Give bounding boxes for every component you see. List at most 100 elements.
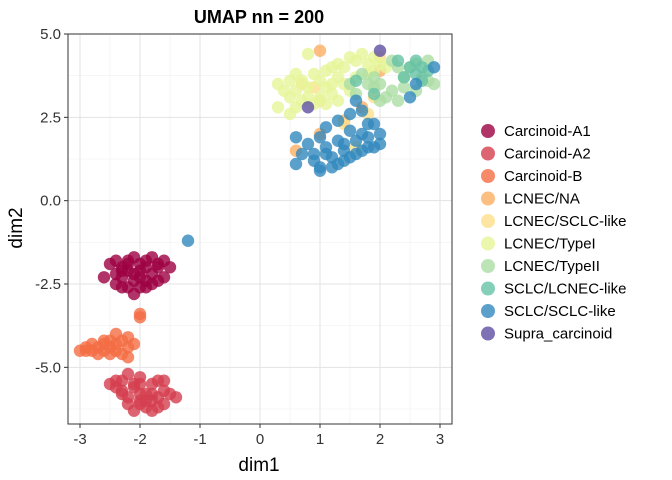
data-point — [139, 261, 153, 274]
data-point — [319, 97, 333, 111]
x-tick-label: 2 — [376, 431, 384, 448]
y-tick-label: -5.0 — [35, 359, 61, 376]
legend-label: LCNEC/NA — [504, 191, 580, 208]
data-point — [277, 84, 291, 97]
data-point — [391, 54, 405, 67]
data-point — [343, 124, 357, 137]
chart-title: UMAP nn = 200 — [194, 7, 324, 27]
legend-label: LCNEC/SCLC-like — [504, 213, 627, 230]
data-point — [133, 394, 147, 407]
data-point — [415, 61, 429, 74]
data-point — [127, 287, 141, 301]
legend-label: Supra_carcinoid — [504, 326, 612, 343]
y-tick-label: 0.0 — [40, 193, 61, 210]
legend-label: LCNEC/TypeII — [504, 258, 600, 275]
series-carcinoid-a1 — [97, 251, 177, 301]
data-point — [289, 157, 303, 171]
data-point — [313, 44, 327, 57]
data-point — [151, 261, 165, 274]
data-point — [301, 81, 315, 94]
data-point — [181, 234, 195, 247]
data-point — [397, 81, 411, 94]
data-point — [373, 44, 387, 57]
data-point — [103, 341, 117, 354]
legend-swatch — [481, 236, 495, 251]
data-point — [163, 261, 177, 274]
data-point — [271, 101, 285, 114]
x-axis-title: dim1 — [238, 455, 279, 476]
data-point — [319, 121, 333, 134]
data-point — [295, 147, 309, 161]
legend-swatch — [481, 281, 495, 296]
data-point — [355, 47, 369, 61]
data-point — [115, 264, 129, 277]
data-point — [145, 251, 159, 264]
series-carcinoid-a2 — [103, 367, 183, 417]
data-point — [325, 77, 339, 91]
data-point — [313, 131, 327, 144]
data-point — [133, 377, 147, 391]
y-tick-label: -2.5 — [35, 276, 61, 293]
series-sclc-sclc-like — [181, 61, 441, 247]
data-point — [373, 137, 387, 151]
axis-ticks: -3 -2 -1 0 1 2 3 -5.0 -2.5 0.0 2.5 5.0 — [35, 26, 444, 448]
data-point — [115, 384, 129, 397]
data-point — [355, 127, 369, 141]
data-point — [97, 271, 111, 284]
data-points — [73, 44, 441, 417]
y-tick-label: 5.0 — [40, 26, 61, 43]
data-point — [133, 307, 147, 321]
data-point — [343, 151, 357, 164]
data-point — [283, 107, 297, 121]
series-supra-carcinoid — [301, 44, 387, 114]
x-tick-label: 0 — [256, 431, 264, 448]
data-point — [331, 157, 345, 171]
data-point — [331, 94, 345, 107]
data-point — [367, 117, 381, 131]
data-point — [403, 91, 417, 104]
legend-swatch — [481, 259, 495, 273]
data-point — [301, 137, 315, 151]
data-point — [145, 387, 159, 401]
legend-swatch — [481, 146, 495, 161]
data-point — [337, 61, 351, 74]
data-point — [289, 131, 303, 144]
data-point — [301, 101, 315, 114]
data-point — [121, 367, 135, 381]
legend-label: Carcinoid-A1 — [504, 123, 591, 140]
grid — [68, 33, 452, 424]
data-point — [85, 344, 99, 357]
data-point — [289, 84, 303, 97]
data-point — [385, 84, 399, 97]
series-sclc-lcnec-like — [349, 54, 435, 101]
data-point — [319, 147, 333, 161]
data-point — [121, 351, 135, 364]
data-point — [349, 74, 363, 87]
x-tick-label: -1 — [193, 431, 206, 448]
legend-label: SCLC/SCLC-like — [504, 303, 616, 320]
legend-swatch — [481, 124, 495, 138]
legend-swatch — [481, 191, 495, 206]
data-point — [121, 397, 135, 411]
x-tick-label: -2 — [133, 431, 146, 448]
data-point — [301, 47, 315, 61]
data-point — [349, 94, 363, 107]
data-point — [133, 271, 147, 284]
data-point — [145, 404, 159, 417]
legend-label: Carcinoid-A2 — [504, 146, 591, 163]
data-point — [157, 271, 171, 284]
data-point — [331, 114, 345, 127]
data-point — [169, 391, 183, 404]
y-axis-title: dim2 — [6, 207, 27, 248]
data-point — [367, 87, 381, 101]
data-point — [355, 104, 369, 117]
data-point — [127, 337, 141, 351]
legend-swatch — [481, 169, 495, 183]
data-point — [343, 51, 357, 64]
data-point — [343, 107, 357, 121]
x-tick-label: 1 — [316, 431, 324, 448]
series-carcinoid-b — [73, 307, 147, 364]
data-point — [427, 61, 441, 74]
data-point — [337, 137, 351, 151]
legend-label: Carcinoid-B — [504, 168, 582, 185]
